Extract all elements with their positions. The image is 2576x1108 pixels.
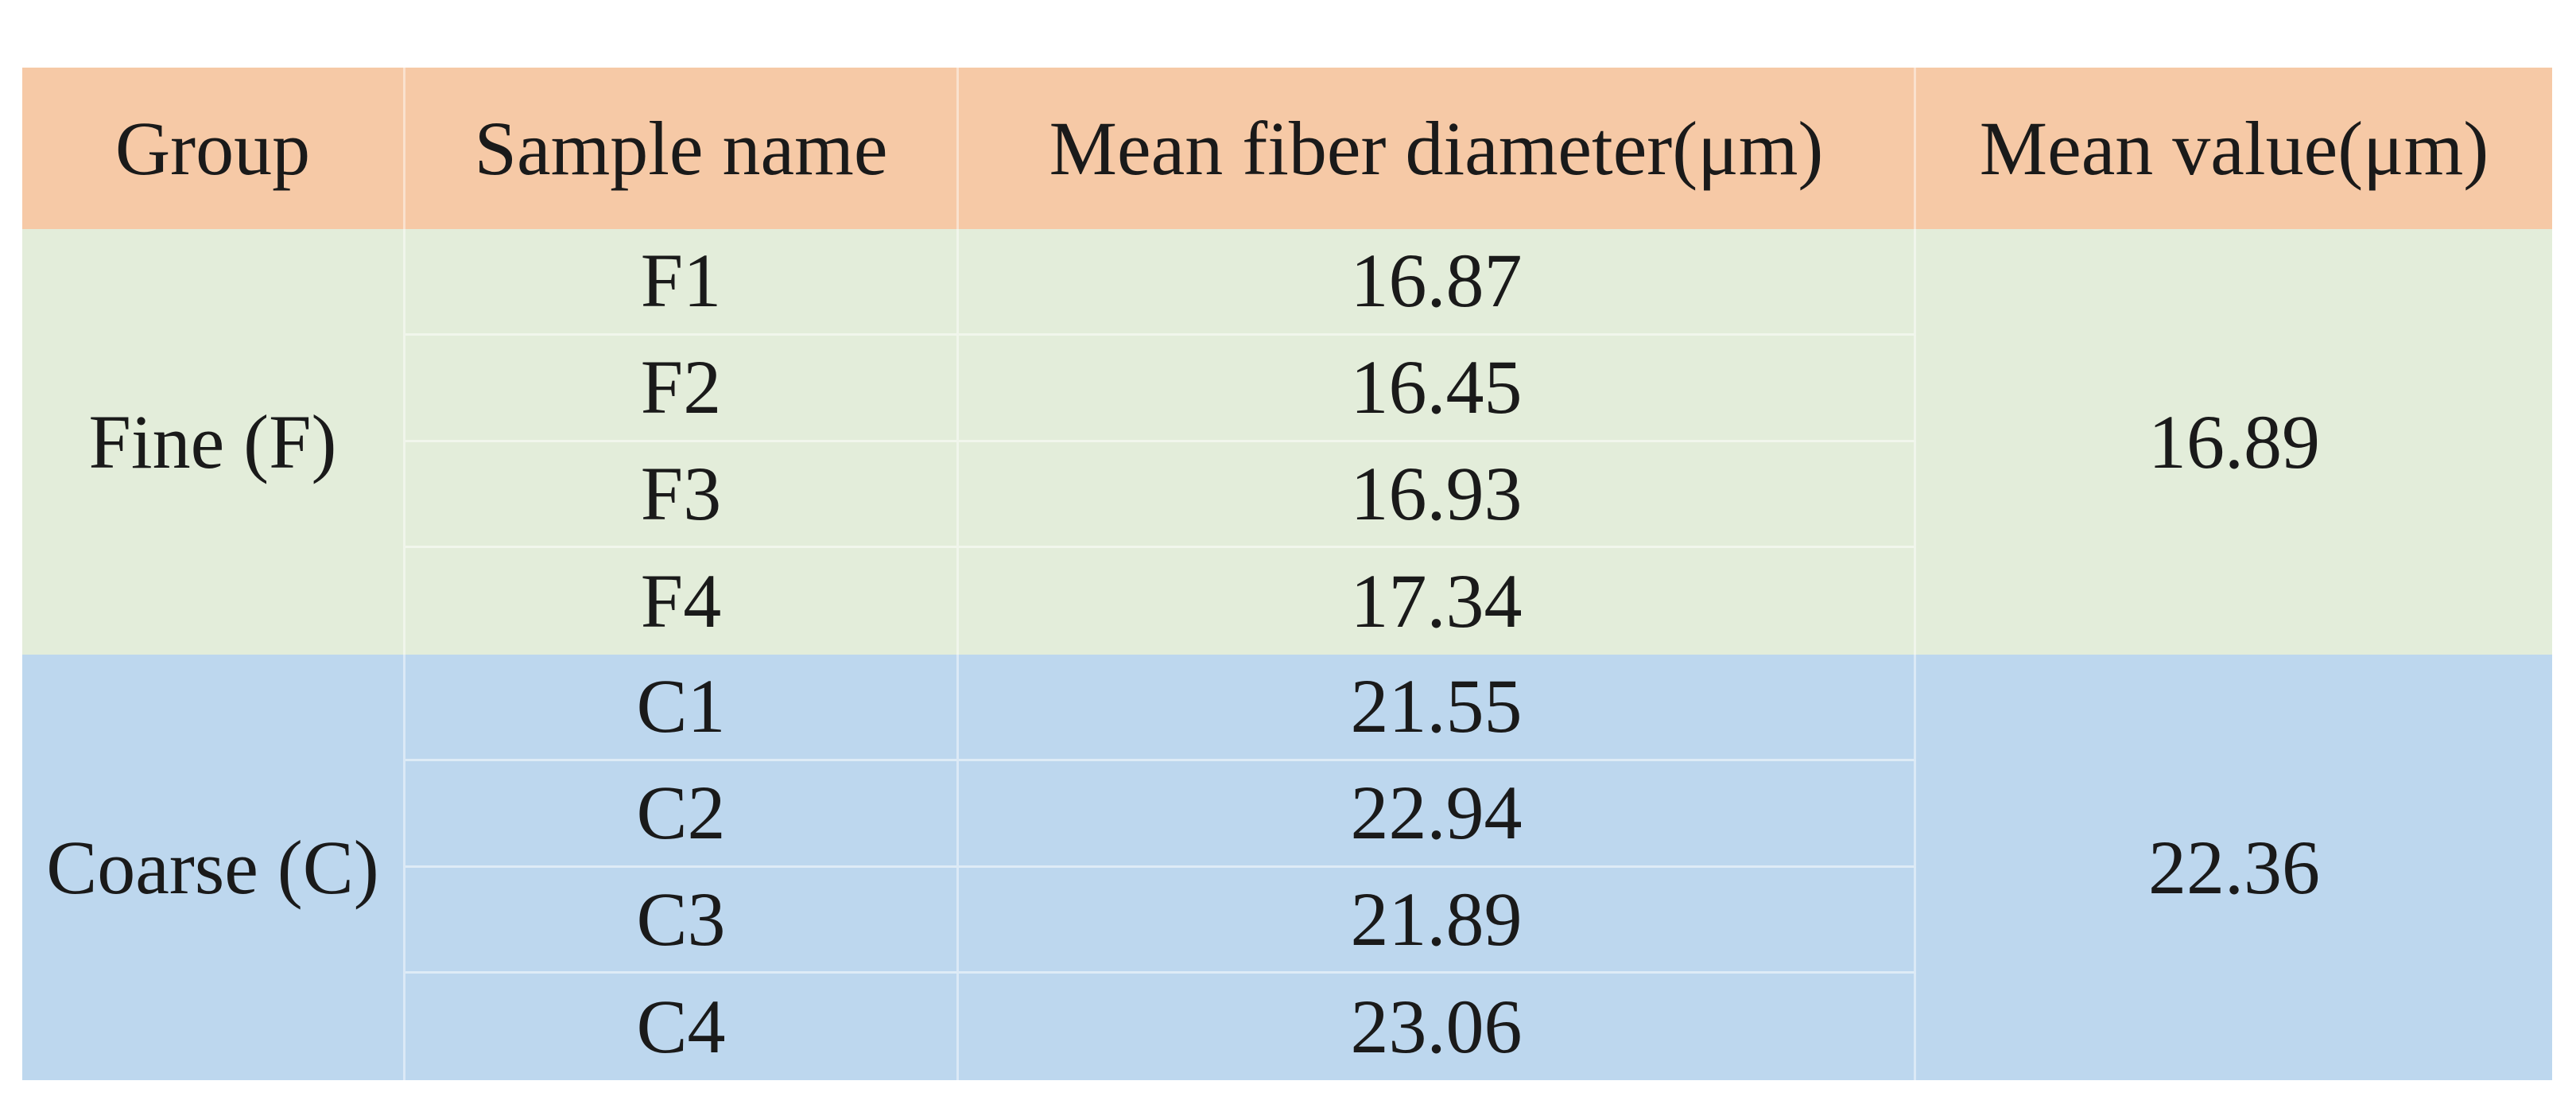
group-cell-fine: Fine (F) bbox=[22, 229, 405, 655]
diameter-cell-f1: 16.87 bbox=[959, 229, 1916, 336]
header-cell-sample-name: Sample name bbox=[405, 68, 959, 229]
sample-name-cell-f1: F1 bbox=[405, 229, 959, 336]
header-cell-mean-value: Mean value(μm) bbox=[1916, 68, 2552, 229]
diameter-cell-f2: 16.45 bbox=[959, 335, 1916, 442]
sample-name-cell-f3: F3 bbox=[405, 441, 959, 549]
group-cell-coarse: Coarse (C) bbox=[22, 655, 405, 1080]
diameter-cell-c1: 21.55 bbox=[959, 655, 1916, 761]
mean-value-cell-coarse: 22.36 bbox=[1916, 655, 2552, 1080]
fiber-diameter-table: Group Sample name Mean fiber diameter(μm… bbox=[22, 68, 2552, 1080]
diameter-cell-f3: 16.93 bbox=[959, 441, 1916, 549]
sample-name-cell-f4: F4 bbox=[405, 548, 959, 655]
header-cell-mean-fiber-diameter: Mean fiber diameter(μm) bbox=[959, 68, 1916, 229]
sample-name-cell-c4: C4 bbox=[405, 974, 959, 1080]
header-cell-group: Group bbox=[22, 68, 405, 229]
mean-value-cell-fine: 16.89 bbox=[1916, 229, 2552, 655]
diameter-cell-c4: 23.06 bbox=[959, 974, 1916, 1080]
sample-name-cell-c1: C1 bbox=[405, 655, 959, 761]
diameter-cell-c3: 21.89 bbox=[959, 867, 1916, 974]
diameter-cell-c2: 22.94 bbox=[959, 760, 1916, 868]
sample-name-cell-f2: F2 bbox=[405, 335, 959, 442]
sample-name-cell-c3: C3 bbox=[405, 867, 959, 974]
diameter-cell-f4: 17.34 bbox=[959, 548, 1916, 655]
sample-name-cell-c2: C2 bbox=[405, 760, 959, 868]
